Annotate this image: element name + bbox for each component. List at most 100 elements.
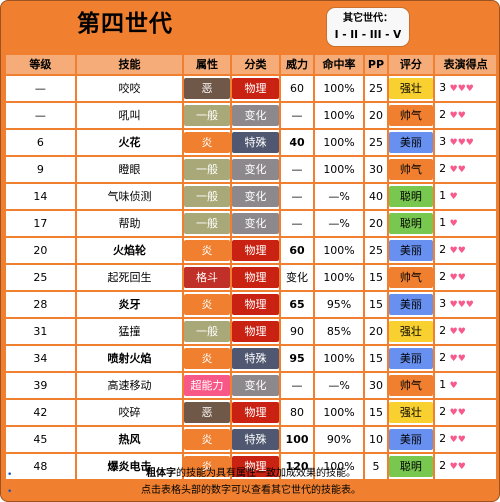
type-badge[interactable]: 一般 xyxy=(184,185,230,208)
type-badge[interactable]: 恶 xyxy=(184,401,230,424)
heart-icon: ♥♥ xyxy=(449,354,466,364)
appeal-points: 2 xyxy=(439,270,447,283)
type-badge[interactable]: 一般 xyxy=(184,212,230,235)
move-name-link[interactable]: 炎牙 xyxy=(76,292,183,317)
type-badge[interactable]: 炎 xyxy=(184,428,230,451)
table-row: 45 热风炎特殊 100 90% 10 美丽 2 ♥♥ xyxy=(6,427,496,452)
category-cell: 物理 xyxy=(231,238,280,263)
category-cell: 变化 xyxy=(231,157,280,182)
move-name-link[interactable]: 喷射火焰 xyxy=(76,346,183,371)
contest-cell: 强壮 xyxy=(388,400,434,425)
contest-cell: 聪明 xyxy=(388,211,434,236)
move-name-link[interactable]: 高速移动 xyxy=(76,373,183,398)
move-name-link[interactable]: 火焰轮 xyxy=(76,238,183,263)
category-badge: 物理 xyxy=(231,239,280,262)
type-badge[interactable]: 炎 xyxy=(184,131,230,154)
table-row: 31 猛撞 一般 物理 90 85% 20 强壮 2 ♥♥ xyxy=(6,319,496,344)
type-cell: 炎 xyxy=(184,238,230,263)
move-name-link[interactable]: 瞪眼 xyxy=(76,157,183,182)
pp-cell: 25 xyxy=(365,238,387,263)
col-header-level[interactable]: 等级 xyxy=(6,55,75,74)
gen-link-1[interactable]: I xyxy=(334,29,339,41)
contest-badge: 聪明 xyxy=(388,185,434,208)
type-badge[interactable]: 炎 xyxy=(184,455,230,478)
contest-badge: 美丽 xyxy=(388,293,434,316)
type-badge[interactable]: 炎 xyxy=(184,239,230,262)
type-badge[interactable]: 超能力 xyxy=(184,374,230,397)
table-row: 34 喷射火焰炎特殊 95 100% 15 美丽 2 ♥♥ xyxy=(6,346,496,371)
contest-badge: 帅气 xyxy=(388,374,434,397)
heart-icon: ♥♥♥ xyxy=(449,84,474,94)
move-name-link[interactable]: 气味侦测 xyxy=(76,184,183,209)
appeal-cell: 1 ♥ xyxy=(435,184,496,209)
power-cell: 60 xyxy=(281,76,313,101)
move-name-link[interactable]: 猛撞 xyxy=(76,319,183,344)
move-name-link[interactable]: 火花 xyxy=(76,130,183,155)
generation-links: I - II - III - V xyxy=(327,27,409,43)
appeal-points: 2 xyxy=(439,351,447,364)
move-name-link[interactable]: 帮助 xyxy=(76,211,183,236)
learnset-table: 等级 技能 属性 分类 威力 命中率 PP 评分 表演得点 — 咬咬恶物理 60 10… xyxy=(4,53,498,481)
type-cell: 炎 xyxy=(184,346,230,371)
heart-icon: ♥♥ xyxy=(449,462,466,472)
category-badge: 特殊 xyxy=(231,428,280,451)
gen-separator: - xyxy=(342,29,347,41)
contest-badge: 强壮 xyxy=(388,320,434,343)
pp-cell: 15 xyxy=(365,265,387,290)
type-badge[interactable]: 一般 xyxy=(184,158,230,181)
appeal-points: 2 xyxy=(439,459,447,472)
move-name-link[interactable]: 起死回生 xyxy=(76,265,183,290)
accuracy-cell: 90% xyxy=(314,427,364,452)
contest-badge: 美丽 xyxy=(388,239,434,262)
type-cell: 恶 xyxy=(184,76,230,101)
accuracy-cell: —% xyxy=(314,211,364,236)
type-badge[interactable]: 炎 xyxy=(184,293,230,316)
type-badge[interactable]: 一般 xyxy=(184,104,230,127)
type-cell: 一般 xyxy=(184,103,230,128)
col-header-power[interactable]: 威力 xyxy=(281,55,313,74)
level-cell: — xyxy=(6,103,75,128)
col-header-move[interactable]: 技能 xyxy=(76,55,183,74)
level-cell: 9 xyxy=(6,157,75,182)
power-cell: — xyxy=(281,157,313,182)
table-row: 17 帮助 一般 变化 — —% 20 聪明 1 ♥ xyxy=(6,211,496,236)
power-cell: 120 xyxy=(281,454,313,479)
other-generations-box: 其它世代： I - II - III - V xyxy=(326,7,410,47)
gen-link-3[interactable]: III xyxy=(369,29,382,41)
table-row: 9 瞪眼 一般 变化 —100% 30 帅气 2 ♥♥ xyxy=(6,157,496,182)
type-cell: 炎 xyxy=(184,454,230,479)
learnset-table-wrap: 等级 技能 属性 分类 威力 命中率 PP 评分 表演得点 — 咬咬恶物理 60 10… xyxy=(4,53,498,481)
move-name-link[interactable]: 爆炎电击 xyxy=(76,454,183,479)
col-header-accuracy[interactable]: 命中率 xyxy=(314,55,364,74)
type-badge[interactable]: 一般 xyxy=(184,320,230,343)
type-badge[interactable]: 炎 xyxy=(184,347,230,370)
appeal-cell: 2 ♥♥ xyxy=(435,427,496,452)
category-badge: 特殊 xyxy=(231,347,280,370)
type-cell: 一般 xyxy=(184,211,230,236)
gen-link-2[interactable]: II xyxy=(350,29,359,41)
power-cell: 40 xyxy=(281,130,313,155)
category-cell: 特殊 xyxy=(231,130,280,155)
gen-link-5[interactable]: V xyxy=(393,29,402,41)
move-name-link[interactable]: 吼叫 xyxy=(76,103,183,128)
appeal-points: 1 xyxy=(439,216,447,229)
pp-cell: 30 xyxy=(365,157,387,182)
move-name-link[interactable]: 咬咬 xyxy=(76,76,183,101)
accuracy-cell: 100% xyxy=(314,238,364,263)
accuracy-cell: —% xyxy=(314,373,364,398)
col-header-category[interactable]: 分类 xyxy=(231,55,280,74)
move-name-link[interactable]: 咬碎 xyxy=(76,400,183,425)
pp-cell: 25 xyxy=(365,130,387,155)
category-badge: 变化 xyxy=(231,185,280,208)
col-header-appeal[interactable]: 表演得点 xyxy=(435,55,496,74)
other-generations-label: 其它世代： xyxy=(343,13,393,24)
col-header-contest[interactable]: 评分 xyxy=(388,55,434,74)
col-header-type[interactable]: 属性 xyxy=(184,55,230,74)
type-badge[interactable]: 恶 xyxy=(184,77,230,100)
contest-badge: 美丽 xyxy=(388,428,434,451)
move-name-link[interactable]: 热风 xyxy=(76,427,183,452)
contest-cell: 聪明 xyxy=(388,184,434,209)
power-cell: 100 xyxy=(281,427,313,452)
col-header-pp[interactable]: PP xyxy=(365,55,387,74)
type-badge[interactable]: 格斗 xyxy=(184,266,230,289)
